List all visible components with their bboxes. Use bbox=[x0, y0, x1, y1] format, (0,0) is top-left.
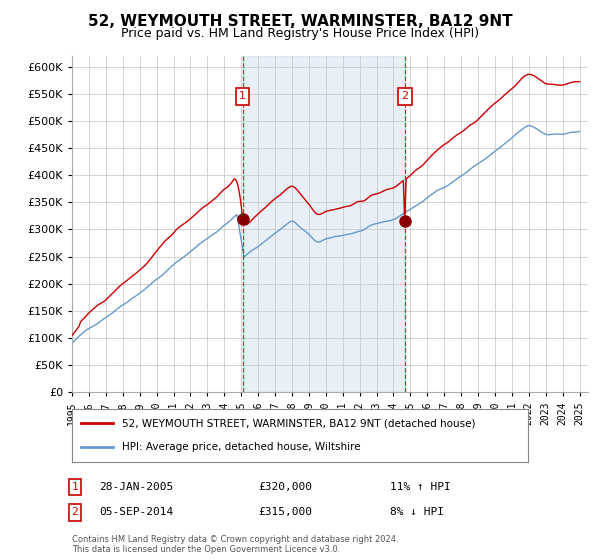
Bar bbox=[242, 56, 405, 392]
Text: 05-SEP-2014: 05-SEP-2014 bbox=[99, 507, 173, 517]
Text: 52, WEYMOUTH STREET, WARMINSTER, BA12 9NT (detached house): 52, WEYMOUTH STREET, WARMINSTER, BA12 9N… bbox=[122, 418, 476, 428]
Text: 8% ↓ HPI: 8% ↓ HPI bbox=[390, 507, 444, 517]
Text: £315,000: £315,000 bbox=[258, 507, 312, 517]
Text: 11% ↑ HPI: 11% ↑ HPI bbox=[390, 482, 451, 492]
Text: 2: 2 bbox=[401, 91, 409, 101]
Text: 2: 2 bbox=[71, 507, 79, 517]
Text: £320,000: £320,000 bbox=[258, 482, 312, 492]
Text: 28-JAN-2005: 28-JAN-2005 bbox=[99, 482, 173, 492]
Text: HPI: Average price, detached house, Wiltshire: HPI: Average price, detached house, Wilt… bbox=[122, 442, 361, 452]
Text: Contains HM Land Registry data © Crown copyright and database right 2024.
This d: Contains HM Land Registry data © Crown c… bbox=[72, 535, 398, 554]
Text: 1: 1 bbox=[71, 482, 79, 492]
Text: 1: 1 bbox=[239, 91, 246, 101]
Text: 52, WEYMOUTH STREET, WARMINSTER, BA12 9NT: 52, WEYMOUTH STREET, WARMINSTER, BA12 9N… bbox=[88, 14, 512, 29]
Text: Price paid vs. HM Land Registry's House Price Index (HPI): Price paid vs. HM Land Registry's House … bbox=[121, 27, 479, 40]
